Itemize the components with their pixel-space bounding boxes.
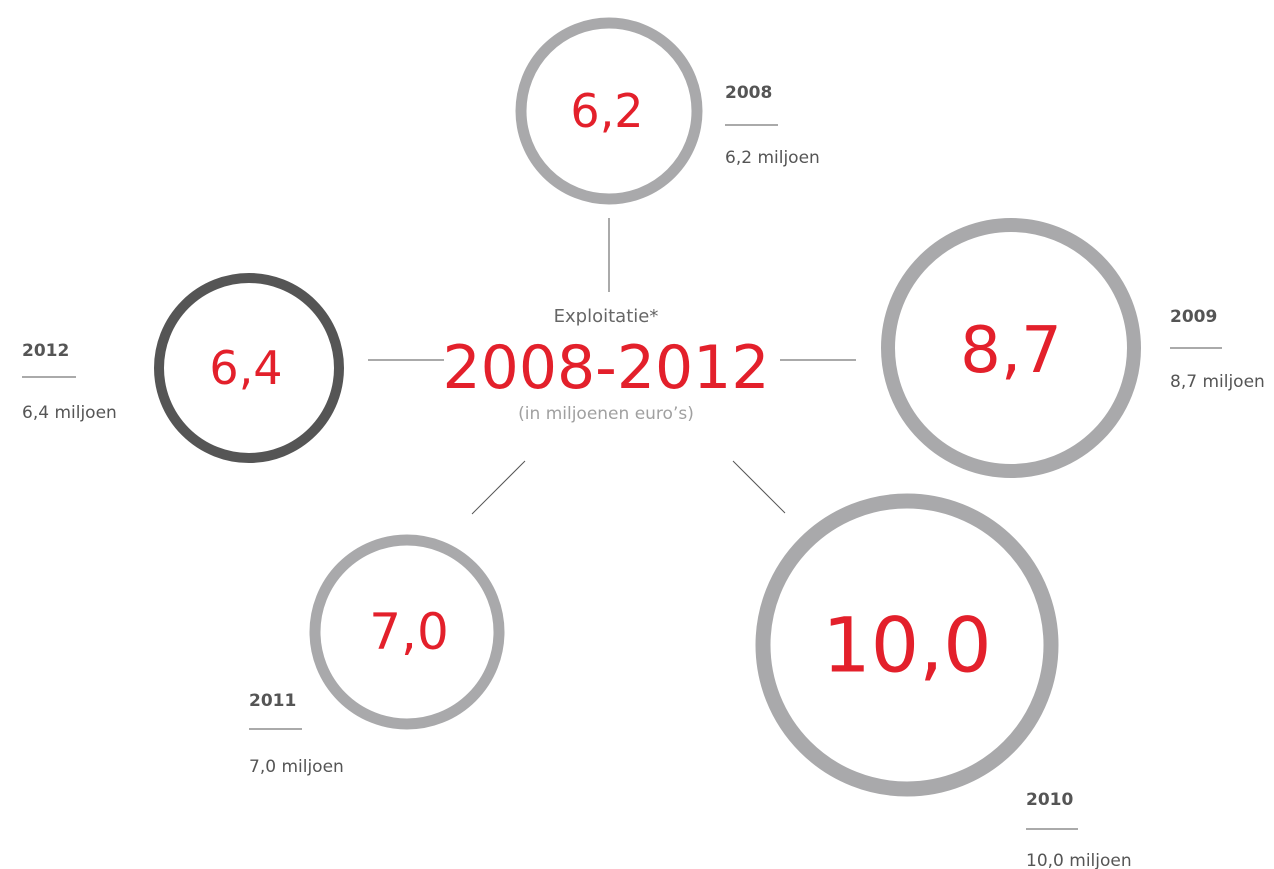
amount-2010: 10,0 miljoen bbox=[1026, 851, 1132, 869]
center-unit: (in miljoenen euro’s) bbox=[518, 404, 694, 424]
ring-2009 bbox=[881, 218, 1141, 478]
ring-2011 bbox=[309, 534, 505, 730]
year-label-2009: 2009 bbox=[1170, 307, 1217, 327]
value-2011: 7,0 bbox=[369, 603, 449, 661]
year-label-2008: 2008 bbox=[725, 83, 772, 103]
amount-2011: 7,0 miljoen bbox=[249, 757, 344, 777]
connector-2011 bbox=[471, 460, 526, 515]
amount-2008: 6,2 miljoen bbox=[725, 148, 820, 168]
ring-2012 bbox=[154, 273, 344, 463]
value-2010: 10,0 bbox=[822, 601, 991, 690]
node-2010: 10,0 2010 10,0 miljoen bbox=[755, 493, 1132, 869]
value-2008: 6,2 bbox=[570, 84, 643, 138]
year-label-2011: 2011 bbox=[249, 691, 296, 711]
year-label-2012: 2012 bbox=[22, 341, 69, 361]
node-2008: 6,2 2008 6,2 miljoen bbox=[515, 17, 820, 205]
center-label: Exploitatie* bbox=[554, 306, 659, 327]
value-2009: 8,7 bbox=[960, 314, 1062, 388]
ring-2010 bbox=[755, 493, 1059, 797]
node-2012: 6,4 2012 6,4 miljoen bbox=[22, 273, 344, 463]
node-2009: 8,7 2009 8,7 miljoen bbox=[881, 218, 1265, 478]
amount-2009: 8,7 miljoen bbox=[1170, 372, 1265, 392]
year-label-2010: 2010 bbox=[1026, 790, 1073, 810]
amount-2012: 6,4 miljoen bbox=[22, 403, 117, 423]
node-2011: 7,0 2011 7,0 miljoen bbox=[249, 534, 505, 777]
center-title: 2008-2012 bbox=[442, 333, 769, 403]
ring-2008 bbox=[515, 17, 703, 205]
connector-2010 bbox=[732, 460, 786, 514]
value-2012: 6,4 bbox=[209, 341, 282, 395]
